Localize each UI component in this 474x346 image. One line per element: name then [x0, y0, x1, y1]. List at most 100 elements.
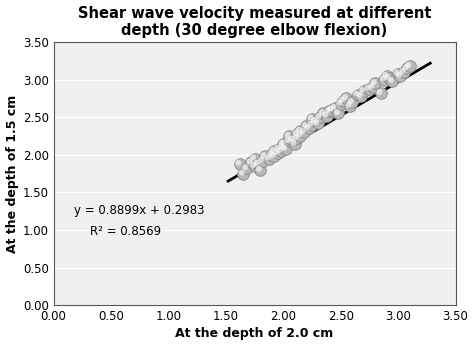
- Point: [269, 147, 276, 153]
- Point: [291, 141, 299, 146]
- Point: [292, 130, 300, 135]
- Point: [316, 115, 324, 120]
- Point: [305, 126, 312, 131]
- Point: [314, 120, 321, 126]
- Point: [322, 112, 329, 117]
- X-axis label: At the depth of 2.0 cm: At the depth of 2.0 cm: [175, 327, 334, 340]
- Point: [353, 91, 360, 96]
- Point: [249, 155, 257, 160]
- Point: [299, 128, 306, 134]
- Point: [257, 157, 265, 163]
- Point: [259, 158, 266, 164]
- Point: [328, 107, 335, 112]
- Point: [384, 74, 392, 80]
- Point: [348, 99, 356, 105]
- Point: [370, 80, 377, 85]
- Point: [284, 137, 292, 143]
- Point: [308, 122, 316, 127]
- Point: [268, 152, 275, 158]
- Point: [293, 131, 301, 137]
- Point: [311, 118, 319, 124]
- Point: [379, 76, 387, 81]
- Point: [256, 167, 264, 173]
- Point: [385, 75, 392, 81]
- Point: [303, 125, 311, 130]
- Point: [307, 121, 314, 126]
- Point: [281, 145, 288, 151]
- Point: [356, 92, 364, 98]
- Point: [297, 128, 304, 134]
- Point: [369, 84, 377, 90]
- Point: [308, 116, 316, 121]
- Point: [239, 171, 247, 176]
- Point: [403, 65, 411, 71]
- Point: [331, 106, 339, 111]
- Point: [341, 94, 349, 100]
- Point: [253, 160, 260, 165]
- Point: [310, 117, 318, 122]
- Point: [247, 160, 255, 165]
- Point: [246, 158, 254, 164]
- Point: [297, 133, 304, 139]
- Point: [238, 170, 246, 175]
- Point: [400, 69, 408, 75]
- Point: [358, 87, 366, 92]
- Point: [273, 149, 280, 155]
- Point: [371, 81, 379, 86]
- Point: [280, 145, 287, 150]
- Point: [339, 98, 347, 103]
- Point: [307, 115, 314, 120]
- Point: [315, 113, 322, 119]
- Point: [357, 93, 365, 99]
- Point: [399, 68, 406, 74]
- Point: [338, 97, 346, 102]
- Point: [282, 146, 289, 152]
- Point: [318, 110, 326, 115]
- Point: [382, 72, 389, 78]
- Point: [269, 153, 276, 158]
- Point: [243, 166, 250, 171]
- Point: [236, 161, 244, 167]
- Point: [285, 133, 293, 139]
- Point: [365, 86, 373, 91]
- Point: [280, 141, 287, 146]
- Point: [260, 153, 267, 158]
- Point: [404, 62, 412, 67]
- Point: [302, 124, 310, 129]
- Point: [241, 164, 249, 170]
- Point: [270, 154, 278, 159]
- Point: [402, 64, 410, 70]
- Point: [266, 156, 273, 161]
- Point: [289, 137, 296, 143]
- Point: [325, 108, 333, 114]
- Point: [312, 119, 320, 125]
- Point: [276, 147, 283, 153]
- Point: [394, 71, 402, 76]
- Point: [346, 103, 354, 109]
- Point: [251, 156, 258, 161]
- Point: [330, 104, 337, 110]
- Point: [273, 145, 281, 151]
- Point: [397, 73, 404, 79]
- Point: [326, 106, 334, 111]
- Text: y = 0.8899x + 0.2983: y = 0.8899x + 0.2983: [73, 204, 204, 217]
- Point: [368, 83, 375, 89]
- Point: [278, 140, 286, 145]
- Point: [278, 143, 286, 149]
- Title: Shear wave velocity measured at different
depth (30 degree elbow flexion): Shear wave velocity measured at differen…: [78, 6, 431, 38]
- Point: [285, 138, 293, 144]
- Point: [273, 151, 281, 156]
- Point: [300, 129, 308, 135]
- Point: [323, 113, 331, 118]
- Point: [235, 160, 242, 165]
- Point: [389, 78, 396, 84]
- Point: [275, 146, 283, 152]
- Point: [249, 162, 257, 168]
- Point: [376, 89, 383, 95]
- Point: [383, 73, 391, 79]
- Point: [287, 136, 295, 142]
- Point: [254, 161, 262, 167]
- Point: [393, 70, 401, 75]
- Point: [343, 95, 350, 101]
- Point: [295, 127, 303, 133]
